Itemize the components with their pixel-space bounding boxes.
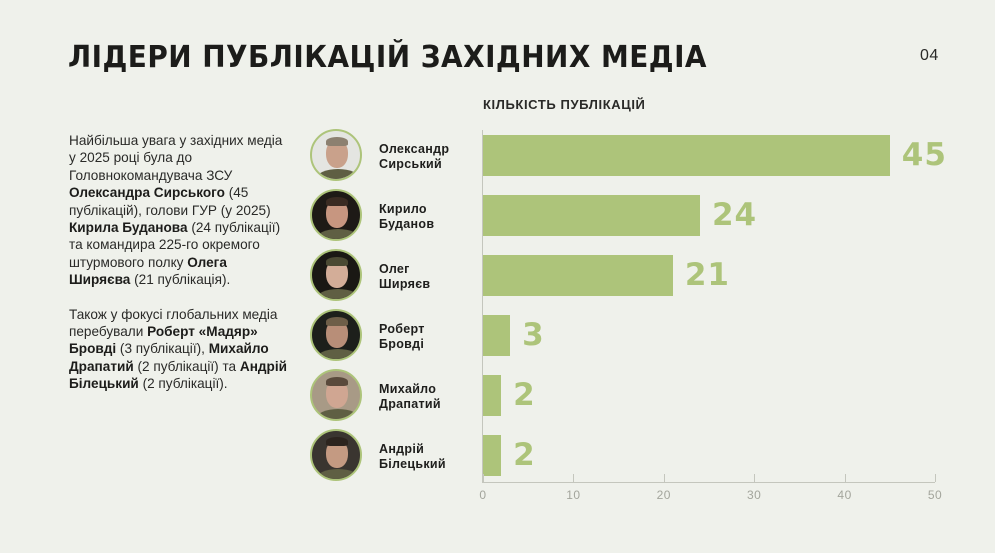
description-text: Найбільша увага у західних медіа у 2025 …	[69, 132, 289, 410]
description-fragment: (3 публікації),	[116, 341, 209, 357]
bar-value-label: 24	[711, 197, 758, 233]
category-label: Андрій Білецький	[379, 442, 446, 471]
category-label: Олександр Сирський	[379, 142, 450, 171]
avatar	[310, 129, 362, 181]
avatar-shoulders	[316, 169, 360, 179]
category-label: Кирило Буданов	[379, 202, 435, 231]
avatar-hair	[326, 377, 348, 386]
highlighted-name: Олександра Сирського	[69, 185, 225, 201]
highlighted-name: Андрій Білецький	[69, 358, 287, 392]
avatar	[310, 369, 362, 421]
avatar-hair	[326, 317, 348, 326]
avatar-hair	[326, 137, 348, 146]
x-axis-tick	[844, 474, 846, 482]
highlighted-name: Кирила Буданова	[69, 220, 188, 236]
description-fragment: Також у фокусі глобальних медіа перебува…	[69, 306, 278, 340]
avatar-face	[326, 440, 348, 468]
bar-value-label: 2	[513, 437, 536, 473]
avatar-hair	[326, 437, 348, 446]
description-fragment: (45 публікацій), голови ГУР (у 2025)	[69, 185, 271, 218]
description-fragment: (21 публікація).	[130, 272, 231, 288]
bar	[483, 435, 502, 476]
x-axis-tick-label: 0	[479, 488, 487, 502]
bar-value-label: 45	[901, 137, 947, 173]
chart-row: Кирило Буданов 24	[308, 189, 988, 245]
x-axis-tick	[754, 474, 756, 482]
avatar-face	[326, 140, 348, 168]
chart-row: Олександр Сирський 45	[308, 129, 988, 185]
x-axis-tick	[483, 474, 484, 482]
category-label: Олег Ширяєв	[379, 262, 431, 291]
bar	[483, 315, 511, 356]
bar	[483, 135, 890, 176]
x-axis-tick	[573, 474, 575, 482]
avatar-shoulders	[316, 469, 360, 479]
avatar-hair	[326, 197, 348, 206]
y-axis-line	[482, 130, 483, 483]
avatar-face	[326, 200, 348, 228]
avatar-shoulders	[316, 409, 360, 419]
highlighted-name: Олега Ширяєва	[69, 254, 227, 288]
chart-row: Роберт Бровді 3	[308, 309, 988, 365]
page-title: ЛІДЕРИ ПУБЛІКАЦІЙ ЗАХІДНИХ МЕДІА	[68, 40, 707, 75]
x-axis-tick-label: 50	[927, 488, 943, 502]
highlighted-name: Роберт «Мадяр» Бровді	[69, 324, 258, 357]
bar	[483, 255, 673, 296]
x-axis-line	[483, 482, 935, 483]
description-paragraph-1: Найбільша увага у західних медіа у 2025 …	[69, 132, 289, 289]
avatar-hair	[326, 257, 348, 266]
x-axis-title: КІЛЬКІСТЬ ПУБЛІКАЦІЙ	[483, 97, 646, 112]
avatar-shoulders	[316, 349, 360, 359]
avatar	[310, 429, 362, 481]
category-label: Михайло Драпатий	[379, 382, 441, 411]
x-axis-tick	[663, 474, 665, 482]
x-axis-tick	[935, 474, 936, 482]
x-axis-tick-label: 10	[566, 488, 581, 502]
highlighted-name: Михайло Драпатий	[69, 341, 269, 374]
description-fragment: (2 публікації).	[138, 376, 228, 392]
bar	[483, 195, 700, 236]
chart-row: Олег Ширяєв 21	[308, 249, 988, 305]
bar-value-label: 3	[522, 317, 545, 353]
avatar	[310, 249, 362, 301]
chart-row: Андрій Білецький 2	[308, 429, 988, 485]
chart-row: Михайло Драпатий 2	[308, 369, 988, 425]
avatar	[310, 189, 362, 241]
category-label: Роберт Бровді	[379, 322, 425, 351]
avatar-face	[326, 320, 348, 348]
avatar-shoulders	[316, 289, 360, 299]
x-axis-tick-label: 40	[837, 488, 852, 502]
bar-value-label: 2	[513, 377, 536, 413]
description-fragment: (24 публікації) та командира 225-го окре…	[69, 220, 281, 270]
x-axis-tick-label: 30	[747, 488, 762, 502]
description-fragment: Найбільша увага у західних медіа у 2025 …	[69, 133, 283, 183]
avatar-face	[326, 260, 348, 288]
bar	[483, 375, 502, 416]
avatar	[310, 309, 362, 361]
x-axis-tick-label: 20	[656, 488, 671, 502]
description-fragment: (2 публікації) та	[133, 358, 240, 374]
avatar-shoulders	[316, 229, 360, 239]
page-number: 04	[920, 47, 939, 64]
bar-value-label: 21	[684, 257, 730, 293]
description-paragraph-2: Також у фокусі глобальних медіа перебува…	[69, 306, 289, 393]
avatar-face	[326, 380, 348, 408]
